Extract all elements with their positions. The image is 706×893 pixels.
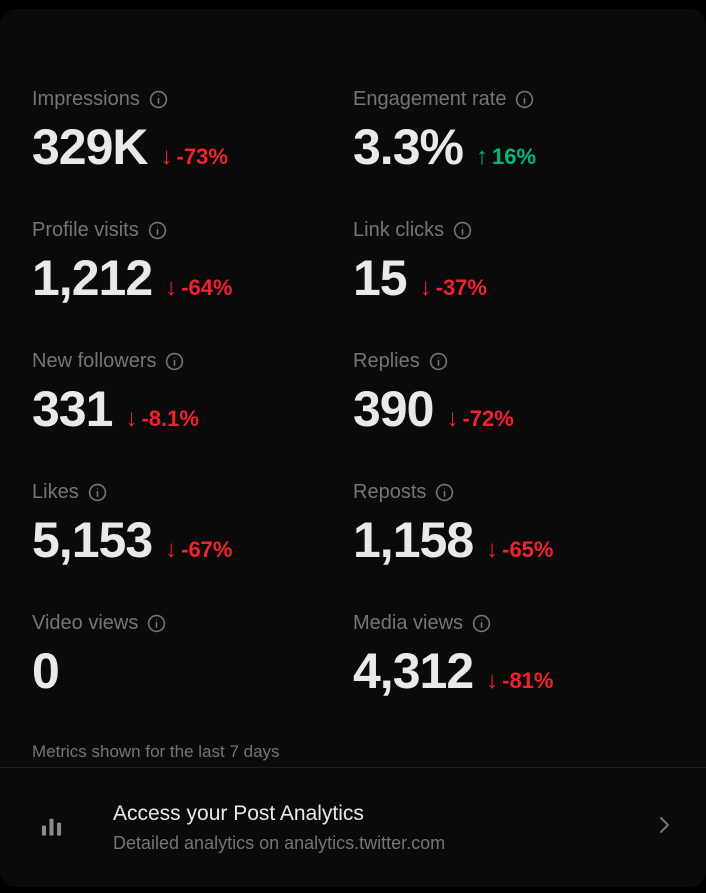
delta-value: -65% — [502, 537, 554, 562]
metric-value: 0 — [32, 643, 60, 699]
metric-label: Media views — [353, 612, 464, 634]
info-icon[interactable] — [88, 483, 107, 502]
delta-value: -81% — [502, 668, 554, 693]
metric-value: 4,312 — [353, 643, 474, 699]
metric-impressions: Impressions 329K ↓ -73% — [32, 87, 353, 175]
delta-value: 16% — [491, 144, 537, 169]
chevron-right-icon — [652, 813, 676, 842]
metric-media-views: Media views 4,312 ↓ -81% — [353, 611, 674, 699]
cta-text: Access your Post Analytics Detailed anal… — [113, 800, 640, 855]
info-icon[interactable] — [435, 483, 454, 502]
metric-delta: ↓ -67% — [165, 536, 232, 564]
metric-label: Video views — [32, 612, 139, 634]
info-icon[interactable] — [148, 221, 167, 240]
delta-value: -73% — [176, 144, 228, 169]
metric-label: Reposts — [353, 481, 427, 503]
metric-delta: ↓ -72% — [446, 405, 513, 433]
cta-title: Access your Post Analytics — [113, 802, 364, 825]
metric-likes: Likes 5,153 ↓ -67% — [32, 480, 353, 568]
metrics-footnote: Metrics shown for the last 7 days — [32, 742, 280, 761]
metric-replies: Replies 390 ↓ -72% — [353, 349, 674, 437]
metric-label: Impressions — [32, 88, 140, 110]
trend-down-arrow-icon: ↓ — [165, 536, 178, 563]
metric-label: Engagement rate — [353, 88, 507, 110]
metric-delta: ↓ -64% — [165, 274, 232, 302]
info-icon[interactable] — [149, 90, 168, 109]
delta-value: -67% — [181, 537, 233, 562]
metric-value: 1,158 — [353, 512, 474, 568]
delta-value: -64% — [181, 275, 233, 300]
metric-value: 15 — [353, 250, 408, 306]
trend-down-arrow-icon: ↓ — [165, 274, 178, 301]
metric-label: New followers — [32, 350, 157, 372]
metric-profile-visits: Profile visits 1,212 ↓ -64% — [32, 218, 353, 306]
analytics-summary-card: Impressions 329K ↓ -73% Engagement rate — [0, 9, 706, 887]
info-icon[interactable] — [515, 90, 534, 109]
metric-engagement-rate: Engagement rate 3.3% ↑ 16% — [353, 87, 674, 175]
cta-subtitle: Detailed analytics on analytics.twitter.… — [113, 833, 446, 853]
delta-value: -37% — [435, 275, 487, 300]
metric-label: Replies — [353, 350, 420, 372]
post-analytics-link[interactable]: Access your Post Analytics Detailed anal… — [0, 767, 706, 887]
metric-link-clicks: Link clicks 15 ↓ -37% — [353, 218, 674, 306]
metric-value: 331 — [32, 381, 113, 437]
info-icon[interactable] — [453, 221, 472, 240]
metric-value: 5,153 — [32, 512, 153, 568]
delta-value: -8.1% — [141, 406, 199, 431]
trend-down-arrow-icon: ↓ — [486, 536, 499, 563]
metric-value: 1,212 — [32, 250, 153, 306]
metric-new-followers: New followers 331 ↓ -8.1% — [32, 349, 353, 437]
metric-reposts: Reposts 1,158 ↓ -65% — [353, 480, 674, 568]
metric-delta: ↓ -65% — [486, 536, 553, 564]
metric-delta: ↓ -73% — [161, 143, 228, 171]
metric-delta: ↓ -81% — [486, 667, 553, 695]
trend-down-arrow-icon: ↓ — [446, 405, 459, 432]
info-icon[interactable] — [429, 352, 448, 371]
metric-delta: ↑ 16% — [476, 143, 536, 171]
metric-label: Likes — [32, 481, 79, 503]
trend-down-arrow-icon: ↓ — [125, 405, 138, 432]
trend-up-arrow-icon: ↑ — [475, 143, 488, 170]
metric-value: 329K — [32, 119, 149, 175]
metric-delta: ↓ -8.1% — [125, 405, 198, 433]
trend-down-arrow-icon: ↓ — [486, 667, 499, 694]
info-icon[interactable] — [472, 614, 491, 633]
metric-delta: ↓ -37% — [420, 274, 487, 302]
bar-chart-icon — [38, 812, 65, 844]
trend-down-arrow-icon: ↓ — [160, 143, 173, 170]
metric-video-views: Video views 0 — [32, 611, 353, 699]
info-icon[interactable] — [165, 352, 184, 371]
metric-value: 390 — [353, 381, 434, 437]
metric-label: Profile visits — [32, 219, 139, 241]
delta-value: -72% — [462, 406, 514, 431]
metric-label: Link clicks — [353, 219, 445, 241]
trend-down-arrow-icon: ↓ — [419, 274, 432, 301]
metrics-grid: Impressions 329K ↓ -73% Engagement rate — [0, 9, 706, 742]
info-icon[interactable] — [147, 614, 166, 633]
metric-value: 3.3% — [353, 119, 464, 175]
